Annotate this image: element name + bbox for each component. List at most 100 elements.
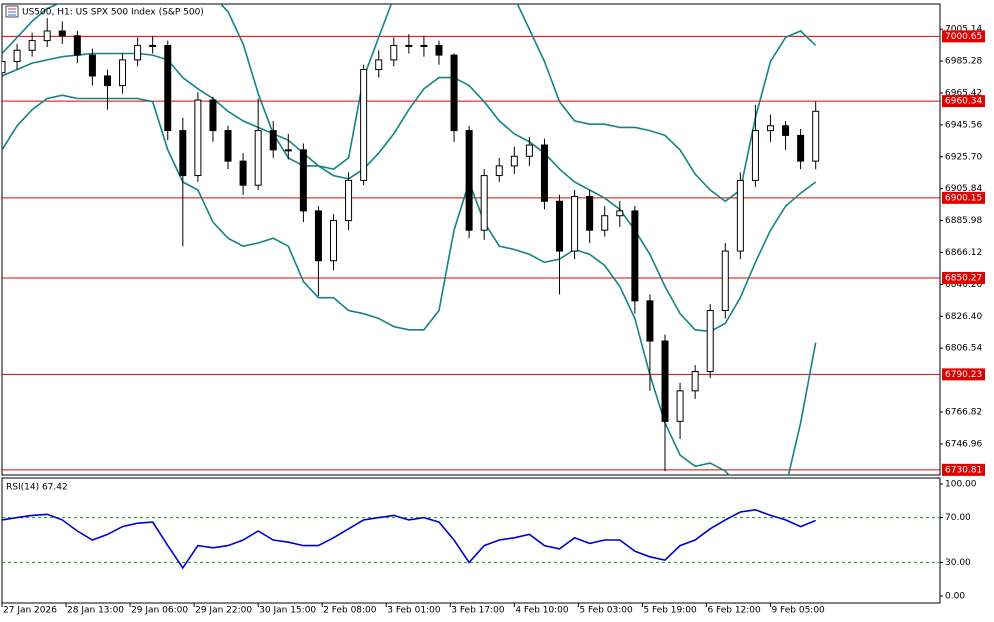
- axes: 7005.14 6985.28 6965.42 6945.56 6925.70 6905.…: [1, 25, 985, 616]
- candle-body: [797, 134, 805, 162]
- price-level-label: 7000.65: [945, 32, 982, 42]
- candle-body: [556, 200, 564, 252]
- candle-body: [631, 210, 639, 302]
- candle-body: [103, 75, 111, 87]
- candle-body: [209, 99, 217, 132]
- candle-body: [766, 125, 774, 132]
- candle-body: [284, 149, 292, 152]
- candle-body: [58, 30, 66, 37]
- candle-body: [420, 44, 428, 47]
- y-tick-label: 100.00: [945, 480, 977, 490]
- candle-body: [224, 130, 232, 162]
- candle-body: [149, 44, 157, 47]
- x-tick-label: 6 Feb 12:00: [707, 606, 761, 616]
- chart-header: US500, H1: US SPX 500 Index (S&P 500): [22, 8, 204, 18]
- candle-body: [375, 59, 383, 71]
- candle-body: [119, 59, 127, 87]
- y-tick-label: 70.00: [945, 513, 971, 523]
- x-tick-label: 29 Jan 06:00: [131, 606, 188, 616]
- bollinger-upper: [2, 4, 817, 203]
- candle-body: [179, 130, 187, 177]
- y-tick-label: 6945.56: [945, 120, 982, 130]
- price-level-tag: [942, 463, 985, 476]
- candle-body: [812, 110, 820, 162]
- candle-body: [510, 155, 518, 167]
- candle-body: [314, 210, 322, 262]
- price-level-tag: [942, 30, 985, 43]
- candle-body: [435, 44, 443, 56]
- candle-body: [736, 179, 744, 252]
- candle-body: [646, 300, 654, 342]
- rsi-plot: [2, 508, 940, 570]
- y-tick-label: 30.00: [945, 558, 971, 568]
- candle-body: [43, 30, 51, 42]
- price-level-tag: [942, 271, 985, 284]
- candle-body: [360, 69, 368, 181]
- candle-body: [782, 125, 790, 136]
- candle-body: [134, 44, 142, 61]
- x-tick-label: 27 Jan 2026: [3, 606, 57, 616]
- price-level-tag: [942, 191, 985, 204]
- price-level-label: 6790.23: [945, 370, 982, 380]
- candle-body: [254, 130, 262, 186]
- y-tick-label: 6925.70: [945, 152, 982, 162]
- price-level-tag: [942, 368, 985, 381]
- candle-body: [661, 340, 669, 422]
- candle-body: [751, 130, 759, 181]
- candle-body: [28, 40, 36, 51]
- y-tick-label: 6965.42: [945, 88, 982, 98]
- candle-body: [2, 61, 6, 74]
- candle-body: [465, 130, 473, 231]
- candle-body: [345, 179, 353, 222]
- y-tick-label: 6905.84: [945, 184, 982, 194]
- x-tick-label: 29 Jan 22:00: [195, 606, 252, 616]
- candle-body: [330, 220, 338, 262]
- candle-body: [73, 35, 81, 56]
- x-tick-label: 5 Feb 03:00: [579, 606, 633, 616]
- x-tick-label: 28 Jan 13:00: [67, 606, 124, 616]
- candle-body: [194, 99, 202, 177]
- main-plot: [2, 4, 940, 475]
- y-tick-label: 6846.26: [945, 280, 982, 290]
- price-level-label: 6730.81: [945, 465, 982, 475]
- rsi-line: [2, 508, 816, 570]
- rsi-frame: [1, 477, 941, 604]
- candle-body: [616, 210, 624, 217]
- candle-body: [571, 195, 579, 252]
- candle-body: [586, 195, 594, 231]
- candle-body: [405, 44, 413, 47]
- main-frame: [1, 3, 941, 476]
- candle-body: [239, 160, 247, 186]
- y-tick-label: 7005.14: [945, 25, 982, 35]
- candle-body: [691, 371, 699, 392]
- x-tick-label: 4 Feb 10:00: [515, 606, 569, 616]
- candle-body: [540, 144, 548, 202]
- x-tick-label: 2 Feb 08:00: [323, 606, 377, 616]
- x-tick-label: 30 Jan 15:00: [259, 606, 316, 616]
- price-level-label: 6960.34: [945, 97, 982, 107]
- x-tick-label: 3 Feb 17:00: [451, 606, 505, 616]
- candle-body: [601, 215, 609, 231]
- price-level-label: 6900.15: [945, 193, 982, 203]
- y-tick-label: 6885.98: [945, 216, 982, 226]
- y-tick-label: 6985.28: [945, 57, 982, 67]
- y-tick-label: 6826.40: [945, 312, 982, 322]
- x-tick-label: 9 Feb 05:00: [771, 606, 825, 616]
- x-tick-label: 3 Feb 01:00: [387, 606, 441, 616]
- candle-body: [450, 54, 458, 132]
- candle-body: [164, 44, 172, 132]
- bollinger-lower: [2, 94, 817, 475]
- candle-body: [390, 44, 398, 61]
- y-tick-label: 6806.54: [945, 344, 982, 354]
- candle-body: [480, 175, 488, 231]
- y-tick-label: 6866.12: [945, 248, 982, 258]
- bollinger-middle: [2, 52, 817, 333]
- price-level-tag: [942, 95, 985, 108]
- candle-body: [495, 165, 503, 177]
- candle-body: [88, 54, 96, 77]
- candle-body: [13, 49, 21, 63]
- x-tick-label: 5 Feb 19:00: [643, 606, 697, 616]
- y-tick-label: 6746.96: [945, 439, 982, 449]
